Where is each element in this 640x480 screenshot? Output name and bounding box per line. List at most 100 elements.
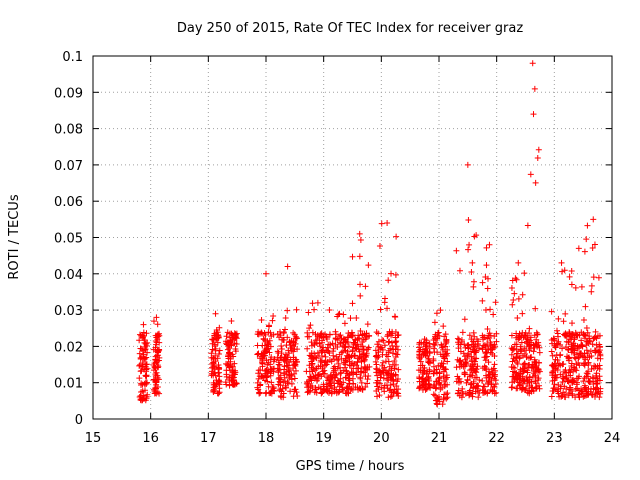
data-point [472,349,479,356]
data-point [466,373,473,380]
data-point [482,274,489,281]
data-point [521,350,528,357]
data-point [136,393,143,400]
data-point [444,346,451,353]
data-point [304,345,311,352]
data-point [511,290,518,297]
data-point [592,328,599,335]
data-point [421,364,428,371]
data-point [443,372,450,379]
data-point [311,340,318,347]
data-point [337,339,344,346]
data-point [463,379,470,386]
data-point [340,379,347,386]
data-point [530,348,537,355]
data-point [357,328,364,335]
data-point [553,352,560,359]
data-point [357,385,364,392]
data-point [442,331,449,338]
data-point [291,375,298,382]
data-point [316,353,323,360]
data-point [254,384,261,391]
data-point [517,343,524,350]
data-point [482,306,489,313]
data-point [508,285,515,291]
data-point [469,259,476,266]
data-point [312,367,319,374]
data-point [340,311,347,318]
data-point [426,368,433,375]
data-point [343,367,350,374]
data-point [270,331,277,338]
data-point [349,360,356,367]
data-point [216,373,223,380]
data-point [560,318,567,325]
data-point [453,364,460,371]
data-point [337,332,344,339]
data-point [342,359,349,366]
data-point [213,329,220,336]
y-tick-label: 0.07 [54,159,83,174]
y-tick-label: 0.09 [54,86,83,101]
data-point [281,378,288,385]
data-point [317,343,324,350]
data-point [152,353,159,360]
data-point [365,346,372,353]
data-point [418,339,425,346]
data-point [213,377,220,384]
data-point [509,277,516,284]
data-point [138,388,145,395]
data-point-peak [314,299,321,306]
data-point [154,363,161,370]
data-point [318,348,325,355]
data-point [569,320,576,327]
data-point [355,355,362,362]
data-point [261,372,268,379]
data-point [534,343,541,350]
data-point [392,339,399,346]
data-point [566,273,573,280]
data-point [416,378,423,385]
data-point [150,386,157,393]
data-point [590,274,597,281]
data-point [347,386,354,393]
data-point [465,345,472,352]
data-point-peak [486,241,493,248]
data-point [393,382,400,389]
data-point [464,342,471,349]
y-tick-label: 0.04 [54,268,83,283]
data-point [509,368,516,375]
data-point [223,373,230,380]
data-point [150,318,157,325]
x-tick-label: 22 [488,431,505,446]
y-tick-label: 0.05 [54,232,83,247]
data-point [467,362,474,369]
data-point [531,85,538,92]
data-point [326,376,333,383]
data-point [489,387,496,394]
data-point [317,357,324,364]
data-point [143,366,150,373]
data-point [375,343,382,350]
data-point [353,315,360,322]
y-tick-label: 0.01 [54,377,83,392]
data-point [388,332,395,339]
data-point [332,335,339,342]
data-point [586,354,593,361]
data-point-peak [212,310,219,317]
data-point [532,380,539,387]
data-point [394,376,401,383]
data-point [514,385,521,392]
data-point [292,335,299,342]
data-point [443,395,450,402]
data-point [575,359,582,366]
data-point [350,365,357,372]
data-point [524,340,531,347]
data-point [309,361,316,368]
data-point [572,355,579,362]
data-point [568,268,575,275]
data-point [326,331,333,338]
data-point [358,379,365,386]
data-point [559,345,566,352]
data-point [489,344,496,351]
